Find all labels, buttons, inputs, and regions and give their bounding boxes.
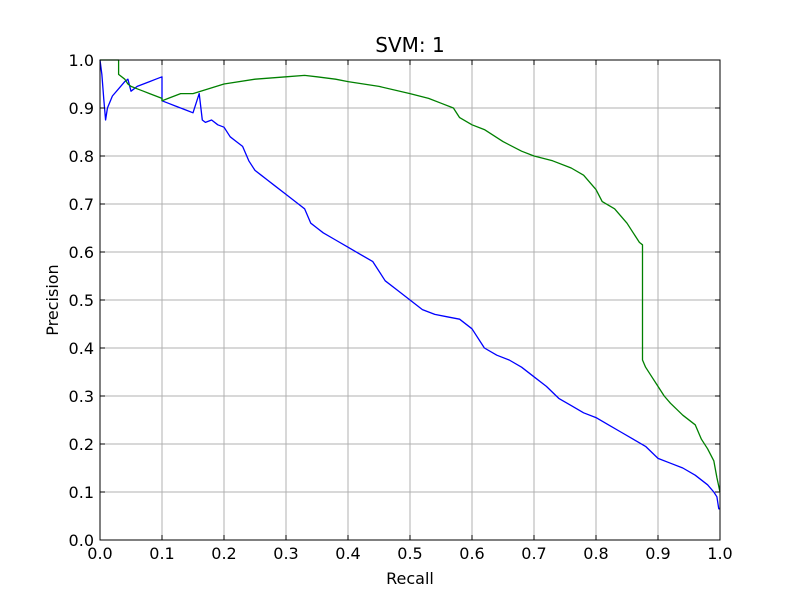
y-tick-label: 0.5	[69, 291, 94, 310]
y-tick-label: 0.6	[69, 243, 94, 262]
y-tick-label: 1.0	[69, 51, 94, 70]
y-tick-label: 0.8	[69, 147, 94, 166]
y-tick-label: 0.1	[69, 483, 94, 502]
series-line-1	[99, 59, 720, 510]
x-tick-label: 0.5	[397, 544, 422, 563]
x-tick-label: 0.9	[645, 544, 670, 563]
y-tick-label: 0.2	[69, 435, 94, 454]
chart-title: SVM: 1	[375, 33, 444, 57]
x-tick-label: 0.0	[87, 544, 112, 563]
x-tick-label: 0.6	[459, 544, 484, 563]
x-tick-label: 0.4	[335, 544, 360, 563]
y-tick-label: 0.0	[69, 531, 94, 550]
y-tick-label: 0.3	[69, 387, 94, 406]
y-tick-label: 0.9	[69, 99, 94, 118]
series-line-2	[100, 59, 721, 493]
series-layer	[99, 59, 721, 510]
y-axis-label: Precision	[43, 264, 62, 335]
x-tick-label: 0.2	[211, 544, 236, 563]
tick-layer	[99, 59, 721, 541]
y-tick-label: 0.4	[69, 339, 94, 358]
x-tick-label: 0.1	[149, 544, 174, 563]
x-tick-label: 0.7	[521, 544, 546, 563]
y-tick-label: 0.7	[69, 195, 94, 214]
x-tick-label: 0.8	[583, 544, 608, 563]
x-axis-label: Recall	[386, 569, 434, 588]
x-tick-label: 0.3	[273, 544, 298, 563]
x-tick-label: 1.0	[707, 544, 732, 563]
tick-label-layer: 0.0 0.1 0.2 0.3 0.4 0.5 0.6 0.7 0.8 0.9 1.0 0.0 0.1 0…	[69, 51, 733, 563]
